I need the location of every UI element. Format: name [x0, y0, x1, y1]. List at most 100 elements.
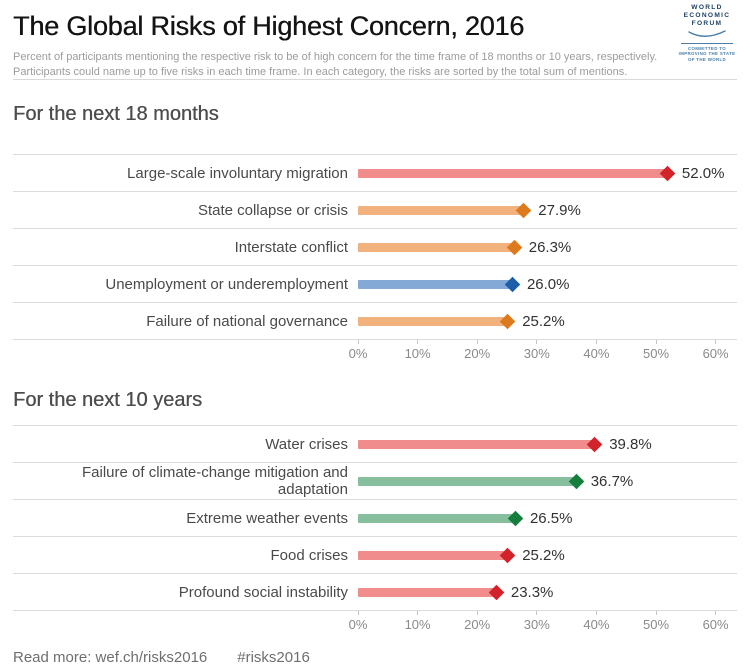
tick-label: 50% — [642, 346, 670, 361]
tick-label: 0% — [348, 346, 368, 361]
bar-track: 52.0% — [358, 165, 737, 182]
tick-mark — [655, 611, 657, 615]
risk-row: Failure of climate-change mitigation and… — [13, 463, 737, 500]
tick-label: 40% — [583, 617, 610, 632]
read-more-text: Read more: wef.ch/risks2016 — [13, 649, 208, 666]
risk-row: Extreme weather events 26.5% — [13, 500, 737, 537]
tick-mark — [536, 340, 538, 344]
diamond-marker-icon — [568, 473, 584, 489]
diamond-marker-icon — [507, 510, 524, 526]
risk-label: Unemployment or underemployment — [105, 275, 348, 293]
tick-mark — [357, 611, 359, 615]
bar-track: 27.9% — [358, 202, 737, 219]
wef-swoosh-icon — [688, 29, 726, 37]
page-title: The Global Risks of Highest Concern, 201… — [13, 11, 525, 41]
tick-mark — [476, 611, 478, 615]
risk-bar — [358, 587, 497, 597]
axis-tick: 50% — [626, 340, 686, 361]
tick-mark — [595, 340, 597, 344]
risk-value: 26.3% — [528, 238, 572, 256]
bar-track: 25.2% — [358, 547, 737, 564]
wef-logo-tagline: COMMITTED TO IMPROVING THE STATE OF THE … — [675, 46, 739, 63]
tick-label: 40% — [583, 346, 610, 361]
risk-bar — [358, 316, 509, 326]
axis-tick: 60% — [686, 340, 746, 361]
risk-bar — [358, 242, 515, 252]
risk-value: 36.7% — [590, 472, 634, 490]
tick-label: 60% — [702, 346, 729, 361]
risk-label: Profound social instability — [178, 583, 348, 601]
risk-value: 39.8% — [609, 435, 652, 453]
wef-tagline-line: COMMITTED TO — [687, 45, 727, 51]
axis-tick: 60% — [686, 611, 746, 632]
subtitle-line-2: Participants could name up to five risks… — [13, 65, 628, 78]
wef-logo-line: FORUM — [691, 20, 723, 28]
risk-label: Interstate conflict — [234, 238, 348, 256]
risk-row: Water crises 39.8% — [13, 426, 737, 463]
wef-tagline-line: OF THE WORLD — [687, 56, 727, 62]
axis-tick: 40% — [566, 340, 626, 361]
diamond-marker-icon — [516, 202, 532, 218]
risk-value: 52.0% — [681, 164, 725, 182]
wef-logo: WORLD ECONOMIC FORUM COMMITTED TO IMPROV… — [675, 4, 739, 62]
axis-tick: 20% — [447, 340, 507, 361]
tick-mark — [357, 340, 359, 344]
axis-tick: 30% — [507, 611, 567, 632]
risk-label: Failure of national governance — [146, 312, 348, 330]
risk-label: Large-scale involuntary migration — [127, 164, 348, 182]
wef-logo-line: ECONOMIC — [683, 12, 731, 20]
wef-logo-line: WORLD — [691, 4, 723, 11]
subtitle: Percent of participants mentioning the r… — [13, 50, 737, 79]
axis-tick: 30% — [507, 340, 567, 361]
risk-label: State collapse or crisis — [197, 201, 348, 219]
diamond-marker-icon — [504, 276, 521, 292]
diamond-marker-icon — [499, 547, 516, 563]
bar-track: 26.0% — [358, 276, 737, 293]
diamond-marker-icon — [659, 165, 676, 181]
risk-bar — [358, 279, 513, 289]
wef-logo-divider — [681, 42, 733, 44]
tick-label: 20% — [464, 346, 491, 361]
x-axis-10-years: 0% 10% 20% 30% 40% 50% 60% — [13, 611, 737, 635]
risk-bar — [358, 550, 509, 560]
bar-track: 25.2% — [358, 313, 737, 330]
risk-label: Failure of climate-change mitigation and… — [82, 464, 348, 498]
risk-bar — [358, 205, 525, 215]
risk-bar — [358, 168, 668, 178]
risk-row: Failure of national governance 25.2% — [13, 303, 737, 340]
risk-value: 25.2% — [522, 546, 565, 564]
diamond-marker-icon — [586, 436, 603, 452]
axis-tick: 40% — [566, 611, 626, 632]
tick-mark — [536, 611, 538, 615]
axis-tick: 20% — [447, 611, 507, 632]
risk-row: State collapse or crisis 27.9% — [13, 192, 737, 229]
wef-tagline-line: IMPROVING THE STATE — [678, 51, 736, 57]
diamond-marker-icon — [499, 313, 516, 329]
tick-mark — [476, 340, 478, 344]
tick-label: 60% — [702, 617, 729, 632]
tick-mark — [655, 340, 657, 344]
risk-bar — [358, 476, 577, 486]
tick-mark — [715, 340, 717, 344]
risk-row: Food crises 25.2% — [13, 537, 737, 574]
chart-18-months: Large-scale involuntary migration 52.0% … — [13, 154, 737, 340]
tick-mark — [417, 611, 419, 615]
footer: Read more: wef.ch/risks2016 #risks2016 — [13, 649, 737, 666]
tick-label: 0% — [348, 617, 368, 632]
risk-bar — [358, 513, 516, 523]
axis-tick: 10% — [388, 340, 448, 361]
risk-label: Extreme weather events — [186, 509, 348, 527]
axis-tick: 0% — [328, 340, 388, 361]
axis-tick: 0% — [328, 611, 388, 632]
header: The Global Risks of Highest Concern, 201… — [13, 0, 737, 80]
tick-label: 10% — [404, 346, 431, 361]
subtitle-line-1: Percent of participants mentioning the r… — [13, 51, 658, 63]
axis-tick: 10% — [388, 611, 448, 632]
tick-mark — [595, 611, 597, 615]
section-title-10-years: For the next 10 years — [13, 389, 202, 411]
risk-row: Large-scale involuntary migration 52.0% — [13, 155, 737, 192]
tick-label: 20% — [464, 617, 491, 632]
tick-mark — [715, 611, 717, 615]
tick-label: 30% — [523, 617, 550, 632]
